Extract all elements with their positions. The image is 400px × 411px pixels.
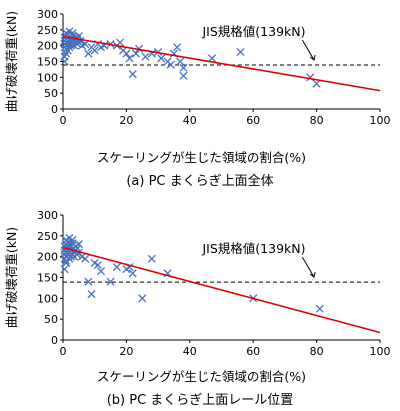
data-point xyxy=(236,47,245,57)
data-point xyxy=(60,57,69,66)
x-tick-label: 0 xyxy=(60,114,67,127)
y-tick-label: 300 xyxy=(37,8,58,21)
data-point xyxy=(173,43,182,52)
data-point xyxy=(128,269,137,278)
annotation-arrowhead xyxy=(309,271,316,278)
annotation-arrowhead xyxy=(309,54,316,61)
data-point xyxy=(147,254,156,263)
panel-caption: (a) PC まくらぎ上面全体 xyxy=(126,173,273,189)
x-axis-label: スケーリングが生じた領域の割合(%) xyxy=(97,369,306,384)
data-point xyxy=(176,57,185,66)
y-tick-label: 100 xyxy=(37,292,58,305)
data-point xyxy=(93,260,102,270)
annotation-arrow xyxy=(301,256,315,278)
x-tick-label: 40 xyxy=(183,345,197,358)
y-axis-label: 曲げ破壊荷重(kN) xyxy=(4,11,19,112)
data-point xyxy=(81,254,90,263)
data-point xyxy=(116,38,125,47)
annotation-arrow xyxy=(301,39,315,61)
y-tick-label: 50 xyxy=(44,87,58,100)
data-point xyxy=(62,258,71,267)
trend-line xyxy=(62,35,381,92)
data-point xyxy=(106,277,115,286)
scatter-points xyxy=(60,27,321,88)
x-tick-label: 60 xyxy=(246,345,260,358)
y-tick-label: 0 xyxy=(51,103,58,116)
y-tick-label: 250 xyxy=(37,230,58,243)
data-point xyxy=(166,60,175,69)
y-tick-label: 100 xyxy=(37,71,58,84)
data-point xyxy=(84,277,93,286)
y-tick-label: 50 xyxy=(44,313,58,326)
data-point xyxy=(315,304,324,313)
data-point xyxy=(141,52,150,61)
data-point xyxy=(112,263,121,272)
y-tick-label: 300 xyxy=(37,209,58,222)
y-tick-label: 250 xyxy=(37,24,58,37)
scatter-points xyxy=(60,233,324,313)
data-point xyxy=(138,294,147,303)
x-tick-label: 60 xyxy=(246,114,260,127)
y-tick-label: 150 xyxy=(37,56,58,69)
data-point xyxy=(90,46,99,55)
data-point xyxy=(96,267,106,276)
y-axis-label: 曲げ破壊荷重(kN) xyxy=(4,227,19,328)
trend-line xyxy=(62,246,381,334)
data-point xyxy=(60,265,69,274)
x-tick-label: 0 xyxy=(60,345,67,358)
x-tick-label: 80 xyxy=(310,114,324,127)
data-point xyxy=(179,63,188,72)
x-tick-label: 100 xyxy=(370,114,391,127)
data-point xyxy=(63,46,72,55)
data-point xyxy=(68,235,77,245)
data-point xyxy=(74,240,83,249)
data-point xyxy=(312,79,321,88)
x-tick-label: 20 xyxy=(119,345,133,358)
x-tick-label: 40 xyxy=(183,114,197,127)
y-tick-label: 0 xyxy=(51,334,58,347)
jis-annotation-label: JIS規格値(139kN) xyxy=(201,24,305,39)
panel-caption: (b) PC まくらぎ上面レール位置 xyxy=(107,393,294,408)
chart-panel-b: 0 50 100 150 200 250 300 0 20 40 60 80 100 JIS規格値(139… xyxy=(4,209,391,408)
y-tick-label: 200 xyxy=(37,251,58,264)
data-point xyxy=(125,54,134,63)
data-point xyxy=(84,49,93,58)
y-tick-label: 150 xyxy=(37,272,58,285)
data-point xyxy=(128,70,137,79)
x-tick-label: 80 xyxy=(310,345,324,358)
chart-panel-a: 0 50 100 150 200 250 300 0 20 40 60 80 100 JIS規格値(139… xyxy=(4,8,391,189)
data-point xyxy=(81,40,90,49)
data-point xyxy=(87,290,96,299)
data-point xyxy=(122,49,131,58)
x-axis-label: スケーリングが生じた領域の割合(%) xyxy=(97,150,306,165)
x-tick-label: 20 xyxy=(119,114,133,127)
data-point xyxy=(157,54,166,63)
y-tick-label: 200 xyxy=(37,40,58,53)
jis-annotation-label: JIS規格値(139kN) xyxy=(201,241,305,256)
x-tick-label: 100 xyxy=(370,345,391,358)
data-point xyxy=(179,71,188,80)
data-point xyxy=(131,49,140,58)
